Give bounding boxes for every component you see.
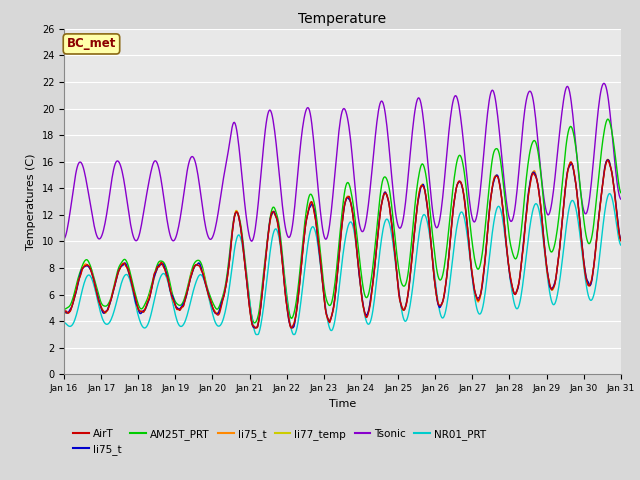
AM25T_PRT — [604, 116, 611, 122]
AirT — [70, 296, 78, 301]
li75_t — [428, 240, 435, 246]
AM25T_PRT — [428, 218, 435, 224]
AirT — [411, 226, 419, 231]
AirT — [127, 278, 135, 284]
li77_temp — [604, 156, 611, 162]
NR01_PRT — [70, 319, 78, 324]
li75_t — [127, 280, 135, 286]
li75_t — [428, 241, 435, 247]
Legend: AirT, li75_t, AM25T_PRT, li75_t, li77_temp, Tsonic, NR01_PRT: AirT, li75_t, AM25T_PRT, li75_t, li77_te… — [69, 424, 490, 459]
Y-axis label: Temperatures (C): Temperatures (C) — [26, 153, 36, 250]
Line: Tsonic: Tsonic — [64, 84, 621, 241]
NR01_PRT — [127, 283, 135, 288]
li77_temp — [60, 309, 68, 314]
AM25T_PRT — [70, 291, 78, 297]
Tsonic — [214, 215, 221, 220]
li77_temp — [411, 227, 419, 232]
AM25T_PRT — [127, 275, 135, 280]
AirT — [184, 286, 192, 292]
Tsonic — [411, 108, 419, 114]
AirT — [604, 157, 611, 163]
li75_t — [70, 297, 78, 302]
AM25T_PRT — [251, 320, 259, 326]
li77_temp — [70, 297, 78, 302]
li75_t — [60, 309, 68, 315]
Tsonic — [600, 81, 607, 86]
li75_t — [214, 311, 221, 316]
Text: BC_met: BC_met — [67, 37, 116, 50]
li75_t — [60, 309, 68, 315]
Line: li75_t: li75_t — [64, 160, 621, 328]
AirT — [617, 238, 625, 244]
NR01_PRT — [60, 320, 68, 325]
Line: AirT: AirT — [64, 160, 621, 328]
NR01_PRT — [214, 323, 221, 328]
AirT — [60, 310, 68, 316]
Line: li75_t: li75_t — [64, 160, 621, 328]
AirT — [252, 325, 260, 331]
X-axis label: Time: Time — [329, 399, 356, 408]
Tsonic — [617, 196, 625, 202]
Tsonic — [428, 194, 435, 200]
Line: NR01_PRT: NR01_PRT — [64, 193, 621, 335]
NR01_PRT — [428, 243, 435, 249]
NR01_PRT — [184, 310, 192, 315]
AM25T_PRT — [411, 204, 419, 210]
li75_t — [604, 157, 611, 163]
li75_t — [411, 225, 419, 230]
Tsonic — [60, 236, 68, 242]
AM25T_PRT — [617, 190, 625, 195]
AM25T_PRT — [60, 306, 68, 312]
li75_t — [411, 226, 419, 232]
li75_t — [127, 280, 135, 286]
AM25T_PRT — [184, 283, 192, 288]
li75_t — [617, 237, 625, 243]
AM25T_PRT — [214, 306, 221, 312]
Line: li77_temp: li77_temp — [64, 159, 621, 328]
Tsonic — [184, 164, 192, 170]
Tsonic — [70, 181, 78, 187]
li75_t — [604, 157, 611, 163]
li75_t — [184, 287, 192, 292]
li77_temp — [214, 310, 221, 316]
li75_t — [184, 287, 192, 292]
NR01_PRT — [606, 191, 614, 196]
li75_t — [70, 296, 78, 301]
li75_t — [288, 325, 296, 331]
Tsonic — [248, 238, 255, 244]
li75_t — [617, 237, 625, 242]
li75_t — [214, 310, 221, 316]
li75_t — [288, 325, 296, 331]
li77_temp — [617, 238, 625, 243]
Line: AM25T_PRT: AM25T_PRT — [64, 119, 621, 323]
NR01_PRT — [411, 267, 419, 273]
AirT — [214, 312, 221, 318]
Tsonic — [127, 226, 135, 231]
NR01_PRT — [252, 332, 260, 337]
NR01_PRT — [617, 242, 625, 248]
li77_temp — [251, 325, 259, 331]
AirT — [428, 241, 435, 247]
li77_temp — [428, 241, 435, 247]
Title: Temperature: Temperature — [298, 12, 387, 26]
li77_temp — [127, 280, 135, 286]
li77_temp — [184, 286, 192, 292]
